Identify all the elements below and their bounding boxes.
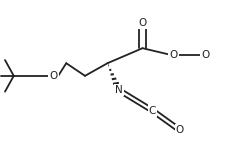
Text: N: N [115,85,122,95]
Text: O: O [176,125,184,135]
Text: O: O [170,49,178,60]
Text: O: O [201,49,209,60]
Text: O: O [138,18,146,28]
Text: O: O [50,71,58,81]
Text: C: C [149,106,156,116]
